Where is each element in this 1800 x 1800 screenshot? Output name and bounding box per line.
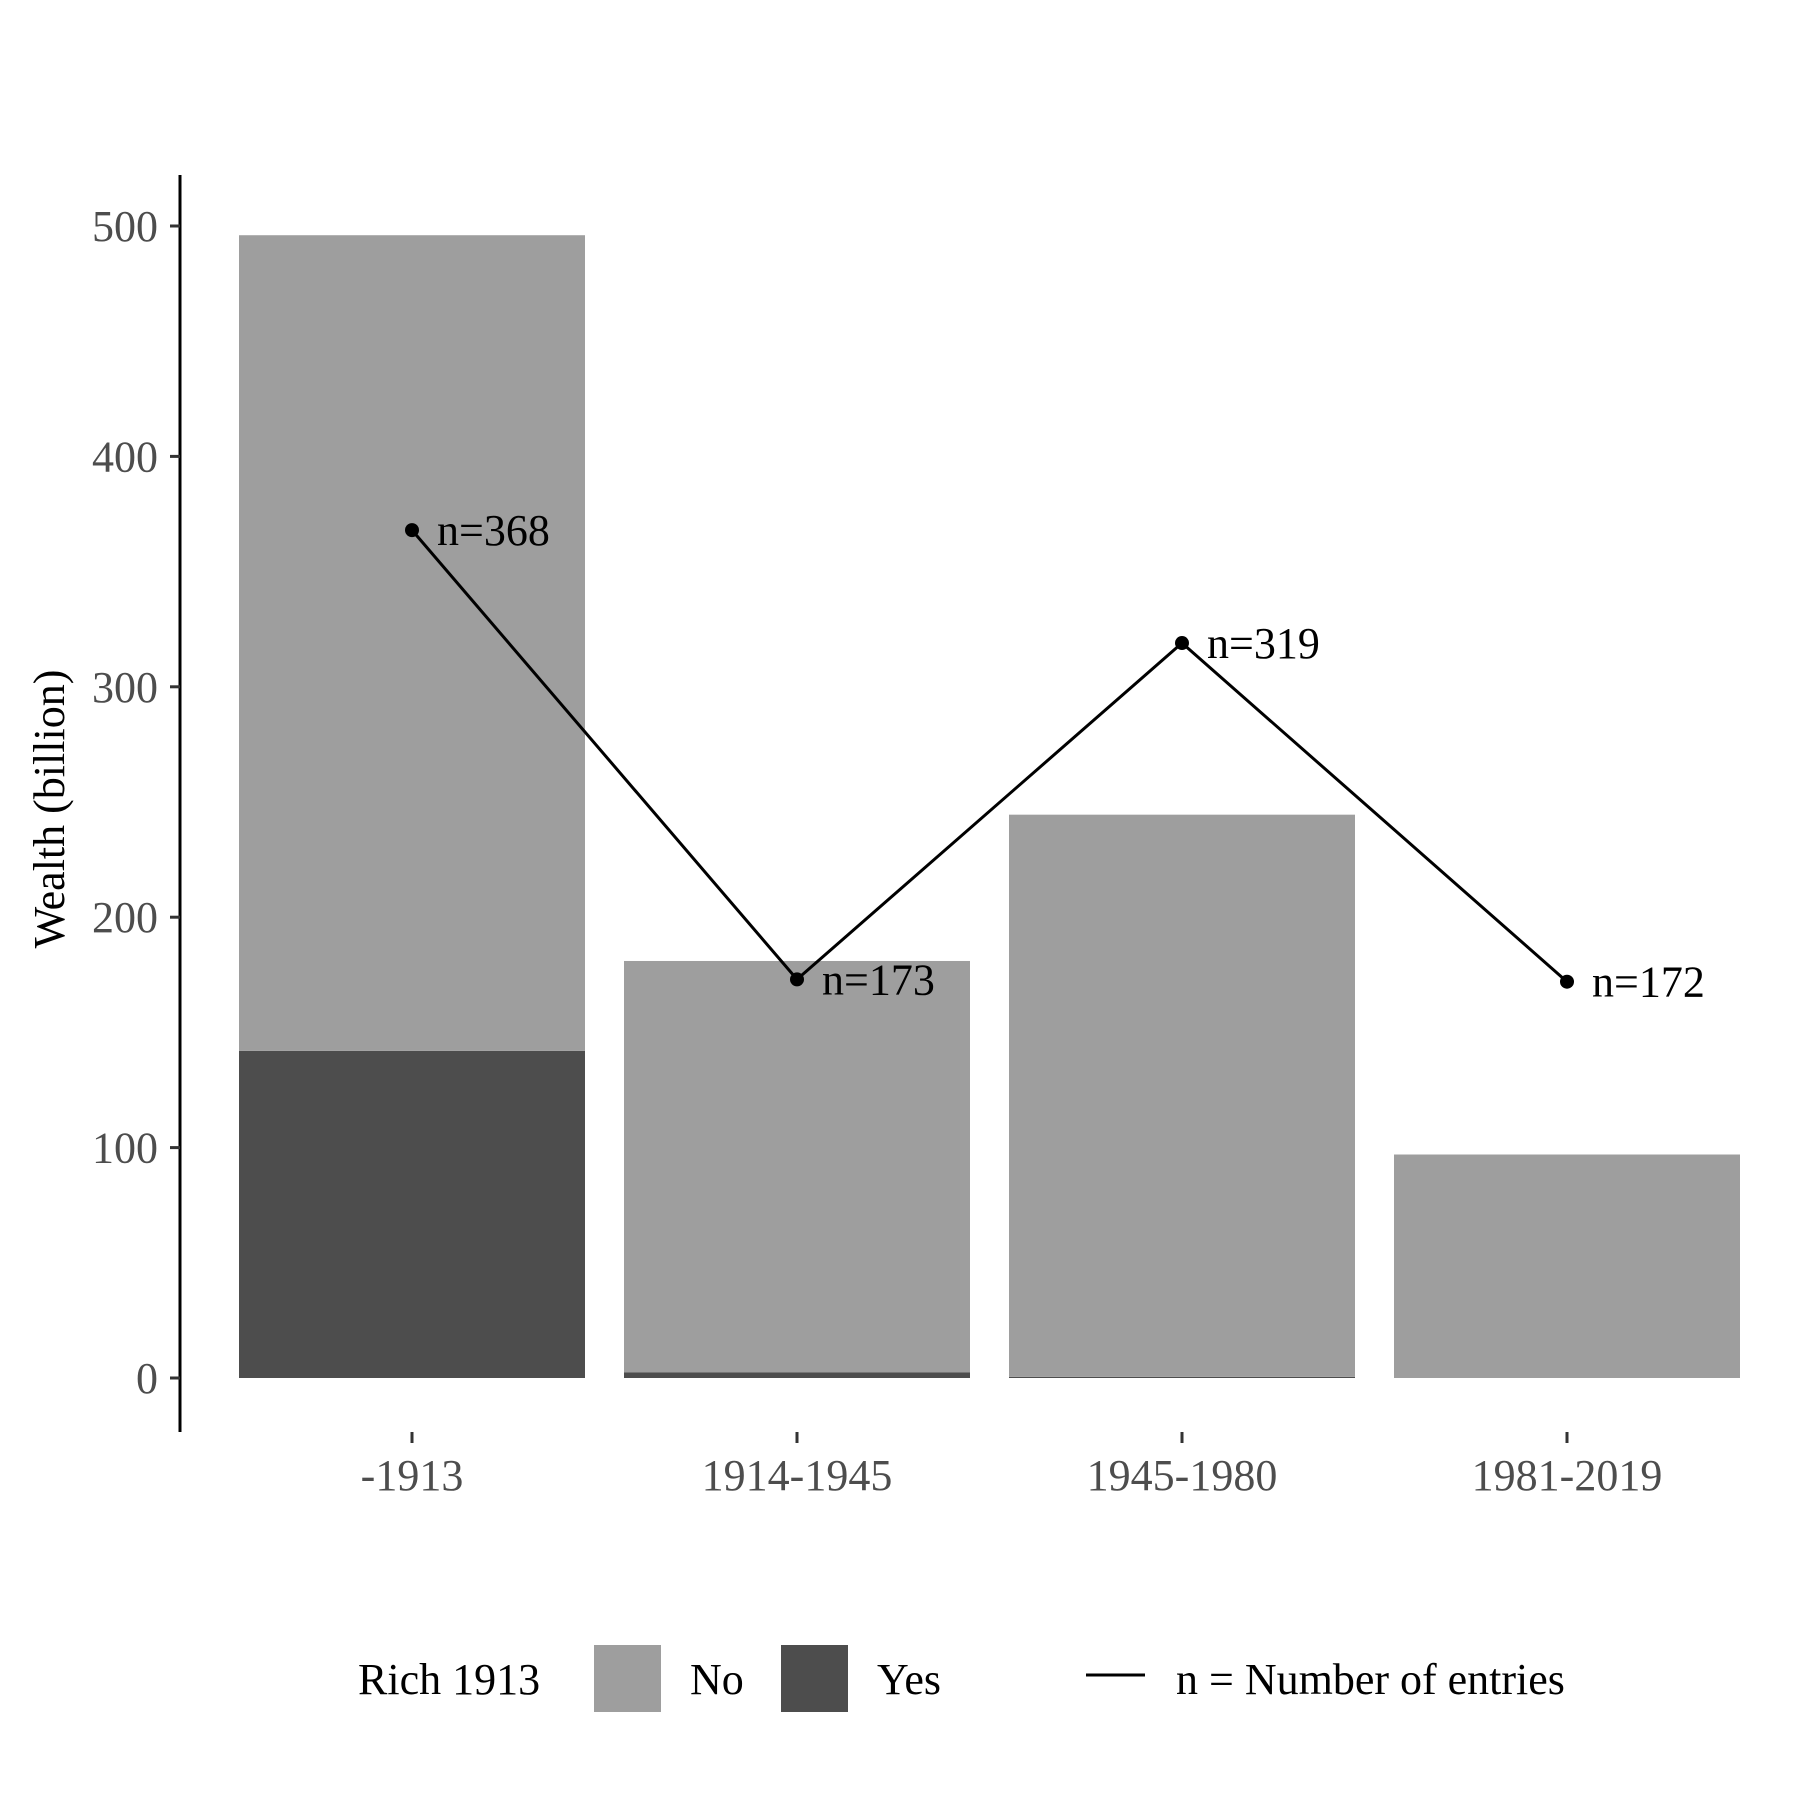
bar-no-1 bbox=[239, 235, 585, 1051]
entries-line bbox=[410, 529, 1568, 983]
legend-title: Rich 1913 bbox=[358, 1655, 540, 1704]
entries-label-2: n=173 bbox=[822, 955, 935, 1004]
entries-line-layer: n=368 n=173 n=319 n=172 bbox=[405, 506, 1705, 1007]
bars-layer bbox=[239, 235, 1740, 1378]
legend-key-yes bbox=[781, 1645, 848, 1712]
entries-point-1 bbox=[405, 523, 419, 538]
x-tick-label: 1981-2019 bbox=[1472, 1451, 1663, 1500]
legend-label-yes: Yes bbox=[877, 1655, 941, 1704]
entries-label-3: n=319 bbox=[1207, 619, 1320, 668]
entries-label-1: n=368 bbox=[437, 506, 550, 555]
y-tick-label: 300 bbox=[92, 663, 158, 712]
y-tick-label: 0 bbox=[136, 1354, 158, 1403]
legend-label-entries: n = Number of entries bbox=[1176, 1655, 1565, 1704]
legend-key-no bbox=[594, 1645, 661, 1712]
y-tick-label: 400 bbox=[92, 432, 158, 481]
x-axis-ticks: -1913 1914-1945 1945-1980 1981-2019 bbox=[361, 1432, 1663, 1500]
y-axis-title: Wealth (billion) bbox=[25, 670, 74, 949]
bar-no-4 bbox=[1394, 1154, 1740, 1378]
x-tick-label: -1913 bbox=[361, 1451, 464, 1500]
entries-point-2 bbox=[790, 972, 804, 987]
bar-no-2 bbox=[624, 960, 970, 1373]
y-tick-label: 100 bbox=[92, 1124, 158, 1173]
legend: Rich 1913 No Yes n = Number of entries bbox=[358, 1645, 1565, 1712]
y-tick-label: 500 bbox=[92, 202, 158, 251]
bar-yes-2 bbox=[624, 1372, 970, 1378]
bar-no-3 bbox=[1009, 814, 1355, 1377]
x-tick-label: 1914-1945 bbox=[702, 1451, 893, 1500]
entries-point-4 bbox=[1560, 974, 1574, 989]
entries-point-3 bbox=[1175, 636, 1189, 651]
y-axis-ticks: 0 100 200 300 400 500 bbox=[92, 202, 180, 1403]
bar-yes-3 bbox=[1009, 1376, 1355, 1378]
entries-label-4: n=172 bbox=[1592, 958, 1705, 1007]
legend-label-no: No bbox=[690, 1655, 744, 1704]
bar-yes-1 bbox=[239, 1050, 585, 1378]
x-tick-label: 1945-1980 bbox=[1087, 1451, 1278, 1500]
y-tick-label: 200 bbox=[92, 893, 158, 942]
